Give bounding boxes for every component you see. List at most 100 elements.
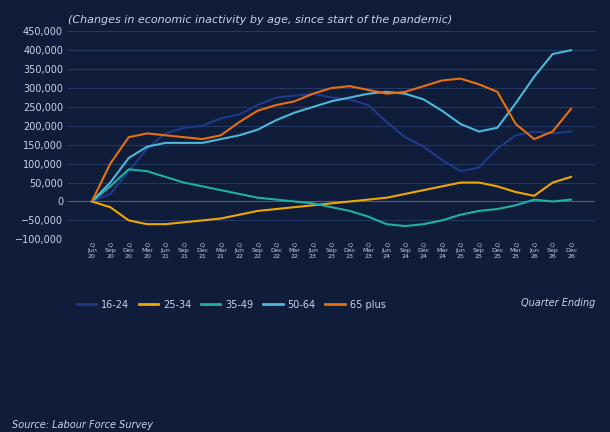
50-64 bbox=[107, 180, 114, 185]
50-64 bbox=[365, 91, 372, 96]
35-49 bbox=[88, 199, 96, 204]
25-34 bbox=[291, 205, 298, 210]
65 plus bbox=[512, 121, 519, 127]
65 plus bbox=[125, 135, 132, 140]
Text: (Changes in economic inactivity by age, since start of the pandemic): (Changes in economic inactivity by age, … bbox=[68, 15, 452, 25]
16-24 bbox=[493, 146, 501, 151]
50-64 bbox=[291, 110, 298, 115]
25-34 bbox=[143, 222, 151, 227]
50-64 bbox=[512, 101, 519, 106]
16-24 bbox=[254, 102, 261, 108]
25-34 bbox=[383, 195, 390, 200]
16-24 bbox=[475, 165, 483, 170]
Text: Source: Labour Force Survey: Source: Labour Force Survey bbox=[12, 419, 153, 430]
Line: 65 plus: 65 plus bbox=[92, 79, 571, 201]
65 plus bbox=[567, 106, 575, 111]
25-34 bbox=[457, 180, 464, 185]
25-34 bbox=[162, 222, 169, 227]
50-64 bbox=[235, 133, 243, 138]
35-49 bbox=[512, 203, 519, 208]
65 plus bbox=[457, 76, 464, 81]
35-49 bbox=[549, 199, 556, 204]
65 plus bbox=[365, 87, 372, 92]
16-24 bbox=[549, 131, 556, 136]
16-24 bbox=[125, 168, 132, 174]
65 plus bbox=[181, 135, 188, 140]
65 plus bbox=[346, 83, 354, 89]
50-64 bbox=[217, 137, 224, 142]
35-49 bbox=[475, 208, 483, 213]
50-64 bbox=[125, 156, 132, 161]
16-24 bbox=[567, 129, 575, 134]
25-34 bbox=[88, 199, 96, 204]
65 plus bbox=[291, 98, 298, 104]
16-24 bbox=[420, 144, 427, 149]
65 plus bbox=[328, 86, 335, 91]
35-49 bbox=[531, 197, 538, 202]
25-34 bbox=[475, 180, 483, 185]
25-34 bbox=[328, 201, 335, 206]
16-24 bbox=[107, 191, 114, 197]
35-49 bbox=[273, 197, 280, 202]
25-34 bbox=[199, 218, 206, 223]
50-64 bbox=[475, 129, 483, 134]
25-34 bbox=[235, 212, 243, 217]
50-64 bbox=[401, 91, 409, 96]
50-64 bbox=[309, 105, 317, 110]
25-34 bbox=[125, 218, 132, 223]
65 plus bbox=[531, 137, 538, 142]
35-49 bbox=[328, 205, 335, 210]
Line: 35-49: 35-49 bbox=[92, 169, 571, 226]
50-64 bbox=[181, 140, 188, 146]
25-34 bbox=[346, 199, 354, 204]
35-49 bbox=[125, 167, 132, 172]
25-34 bbox=[420, 187, 427, 193]
65 plus bbox=[401, 89, 409, 95]
25-34 bbox=[439, 184, 446, 189]
16-24 bbox=[88, 199, 96, 204]
35-49 bbox=[493, 206, 501, 212]
35-49 bbox=[567, 197, 575, 202]
16-24 bbox=[235, 112, 243, 117]
16-24 bbox=[346, 97, 354, 102]
65 plus bbox=[549, 129, 556, 134]
50-64 bbox=[346, 95, 354, 100]
35-49 bbox=[401, 223, 409, 229]
35-49 bbox=[420, 222, 427, 227]
65 plus bbox=[493, 89, 501, 95]
65 plus bbox=[273, 102, 280, 108]
35-49 bbox=[309, 201, 317, 206]
16-24 bbox=[273, 95, 280, 100]
16-24 bbox=[162, 131, 169, 136]
35-49 bbox=[439, 218, 446, 223]
25-34 bbox=[531, 193, 538, 198]
25-34 bbox=[254, 208, 261, 213]
35-49 bbox=[143, 168, 151, 174]
65 plus bbox=[199, 137, 206, 142]
65 plus bbox=[107, 161, 114, 166]
65 plus bbox=[439, 78, 446, 83]
65 plus bbox=[235, 120, 243, 125]
Legend: 16-24, 25-34, 35-49, 50-64, 65 plus: 16-24, 25-34, 35-49, 50-64, 65 plus bbox=[73, 295, 389, 314]
35-49 bbox=[107, 184, 114, 189]
50-64 bbox=[420, 97, 427, 102]
50-64 bbox=[199, 140, 206, 146]
16-24 bbox=[401, 135, 409, 140]
50-64 bbox=[143, 144, 151, 149]
50-64 bbox=[328, 98, 335, 104]
25-34 bbox=[493, 184, 501, 189]
50-64 bbox=[531, 74, 538, 79]
16-24 bbox=[512, 133, 519, 138]
16-24 bbox=[291, 93, 298, 98]
65 plus bbox=[162, 133, 169, 138]
50-64 bbox=[273, 118, 280, 123]
35-49 bbox=[162, 175, 169, 180]
25-34 bbox=[107, 205, 114, 210]
65 plus bbox=[420, 83, 427, 89]
65 plus bbox=[475, 82, 483, 87]
50-64 bbox=[549, 51, 556, 57]
16-24 bbox=[439, 157, 446, 162]
25-34 bbox=[549, 180, 556, 185]
50-64 bbox=[439, 108, 446, 113]
Line: 50-64: 50-64 bbox=[92, 50, 571, 201]
